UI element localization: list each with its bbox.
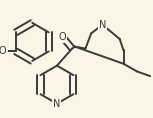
Text: N: N xyxy=(53,99,61,109)
Text: O: O xyxy=(0,46,6,56)
Text: N: N xyxy=(99,20,106,30)
Text: O: O xyxy=(59,32,66,42)
